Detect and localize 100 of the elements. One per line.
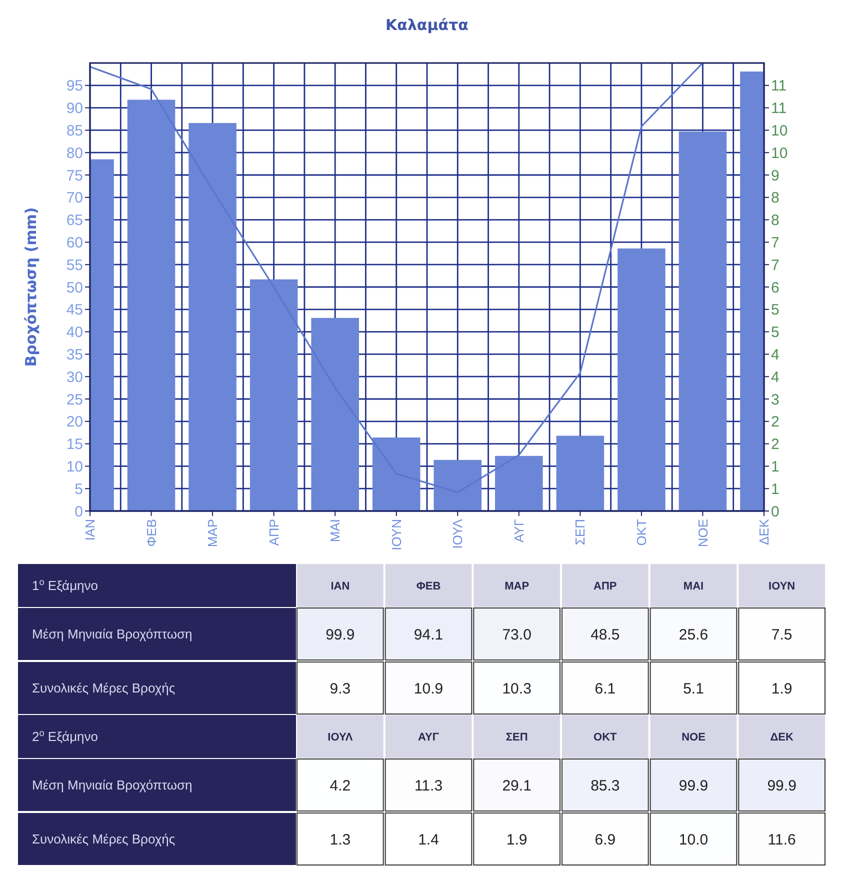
- y2-tick-label: 7: [771, 256, 780, 274]
- bar: [678, 132, 727, 511]
- bar: [618, 248, 666, 511]
- y2-tick-label: 10: [771, 144, 788, 162]
- x-tick-label: ΑΥΓ: [511, 519, 526, 543]
- y2-tick-label: 6: [771, 279, 780, 296]
- y2-tick-label: 5: [771, 324, 780, 342]
- data-label: 6.1: [594, 680, 616, 698]
- x-tick-label: ΜΑΡ: [205, 519, 220, 548]
- data-label: 1.9: [771, 680, 792, 698]
- y-tick-label: Συνολικές Μέρες Βροχής: [32, 832, 176, 847]
- x-tick-label: ΙΟΥΝ: [388, 519, 404, 550]
- y2-tick-label: 4: [771, 368, 780, 386]
- x-tick-label: ΑΠΡ: [594, 580, 617, 592]
- y-tick-label: 5: [74, 480, 83, 498]
- y2-tick-label: 0: [771, 503, 780, 520]
- data-label: 5.1: [683, 680, 704, 698]
- x-tick-label: ΦΕΒ: [416, 580, 441, 592]
- data-label: 11.3: [414, 777, 443, 794]
- data-label: 1.9: [506, 831, 528, 848]
- y-tick-label: 50: [66, 279, 83, 296]
- bar: [127, 100, 176, 511]
- y-axis-title: Βροχόπτωση (mm): [22, 207, 40, 367]
- data-label: 29.1: [502, 777, 532, 794]
- x-tick-label: ΣΕΠ: [506, 731, 528, 744]
- y2-tick-label: 11: [771, 78, 787, 95]
- x-tick-label: ΙΟΥΛ: [450, 518, 466, 549]
- data-label: 99.9: [326, 626, 355, 644]
- y-tick-label: Μέση Μηνιαία Βροχόπτωση: [32, 626, 192, 642]
- y-tick-label: 30: [66, 368, 83, 386]
- y2-tick-label: 7: [771, 234, 780, 252]
- y-tick-label: 40: [66, 324, 83, 342]
- x-tick-label: ΟΚΤ: [594, 731, 618, 744]
- y-tick-label: 55: [66, 256, 83, 274]
- x-tick-label: ΝΟΕ: [695, 518, 710, 548]
- y2-tick-label: 10: [771, 122, 788, 140]
- y2-tick-label: 4: [771, 346, 780, 364]
- x-tick-label: ΔΕΚ: [756, 518, 772, 546]
- data-label: 7.5: [771, 626, 792, 644]
- text: 2$^{o}$ Εξάμηνο: [32, 728, 98, 744]
- y2-tick-label: 2: [771, 436, 780, 454]
- data-label: 99.9: [767, 777, 796, 794]
- y2-tick-label: 1: [771, 458, 780, 476]
- y-tick-label: 90: [66, 100, 83, 118]
- line-series: [90, 63, 704, 494]
- y-tick-label: 0: [74, 503, 83, 520]
- x-tick-label: ΜΑΡ: [504, 580, 530, 592]
- y2-tick-label: 11: [771, 100, 787, 118]
- data-label: 25.6: [678, 626, 708, 644]
- y-tick-label: Συνολικές Μέρες Βροχής: [32, 680, 176, 696]
- y-tick-label: 35: [66, 346, 83, 364]
- y-tick-label: 60: [66, 234, 83, 252]
- x-tick-label: ΝΟΕ: [682, 731, 706, 744]
- bar: [434, 460, 482, 511]
- x-tick-label: ΦΕΒ: [144, 519, 159, 547]
- x-tick-label: ΑΥΓ: [418, 731, 440, 744]
- data-label: 11.6: [768, 831, 796, 848]
- bar: [372, 438, 420, 511]
- x-tick-label: ΔΕΚ: [770, 731, 794, 744]
- y2-tick-label: 1: [771, 480, 780, 498]
- data-label: 48.5: [590, 626, 620, 644]
- x-tick-label: ΣΕΠ: [572, 519, 588, 546]
- data-label: 9.3: [330, 680, 351, 698]
- data-label: 94.1: [414, 626, 444, 644]
- bar: [556, 436, 604, 511]
- y-tick-label: 65: [66, 212, 83, 230]
- data-label: 73.0: [502, 626, 532, 644]
- y-tick-label: 15: [66, 436, 83, 454]
- y-tick-label: 45: [66, 302, 83, 319]
- data-label: 4.2: [330, 777, 351, 794]
- data-label: 85.3: [590, 777, 620, 794]
- x-tick-label: ΟΚΤ: [634, 518, 650, 546]
- data-label: 10.3: [502, 680, 532, 698]
- data-label: 1.3: [330, 831, 351, 848]
- x-tick-label: ΙΟΥΝ: [768, 580, 796, 592]
- chart-title: Καλαμάτα: [386, 16, 468, 34]
- data-label: 10.0: [678, 831, 708, 848]
- y2-tick-label: 5: [771, 302, 780, 319]
- y-tick-label: Μέση Μηνιαία Βροχόπτωση: [32, 778, 192, 793]
- x-tick-label: ΙΑΝ: [82, 519, 98, 541]
- data-label: 6.9: [594, 831, 616, 848]
- y2-tick-label: 8: [771, 212, 780, 230]
- bar: [311, 318, 359, 511]
- y2-tick-label: 9: [771, 167, 780, 184]
- data-label: 10.9: [414, 680, 444, 698]
- y-tick-label: 80: [66, 144, 83, 162]
- text: 1$^{o}$ Εξάμηνο: [32, 577, 98, 594]
- y-tick-label: 85: [66, 122, 83, 140]
- y-tick-label: 95: [66, 78, 83, 95]
- y2-tick-label: 2: [771, 414, 780, 431]
- data-label: 99.9: [678, 777, 708, 794]
- data-label: 1.4: [418, 831, 439, 848]
- y2-tick-label: 3: [771, 391, 780, 408]
- y2-tick-label: 8: [771, 190, 780, 207]
- y-tick-label: 25: [66, 391, 83, 408]
- bar: [495, 456, 543, 511]
- y-tick-label: 20: [66, 414, 83, 431]
- y-tick-label: 10: [66, 458, 83, 476]
- x-tick-label: ΜΑΙ: [683, 580, 704, 592]
- x-tick-label: ΙΟΥΛ: [328, 731, 354, 744]
